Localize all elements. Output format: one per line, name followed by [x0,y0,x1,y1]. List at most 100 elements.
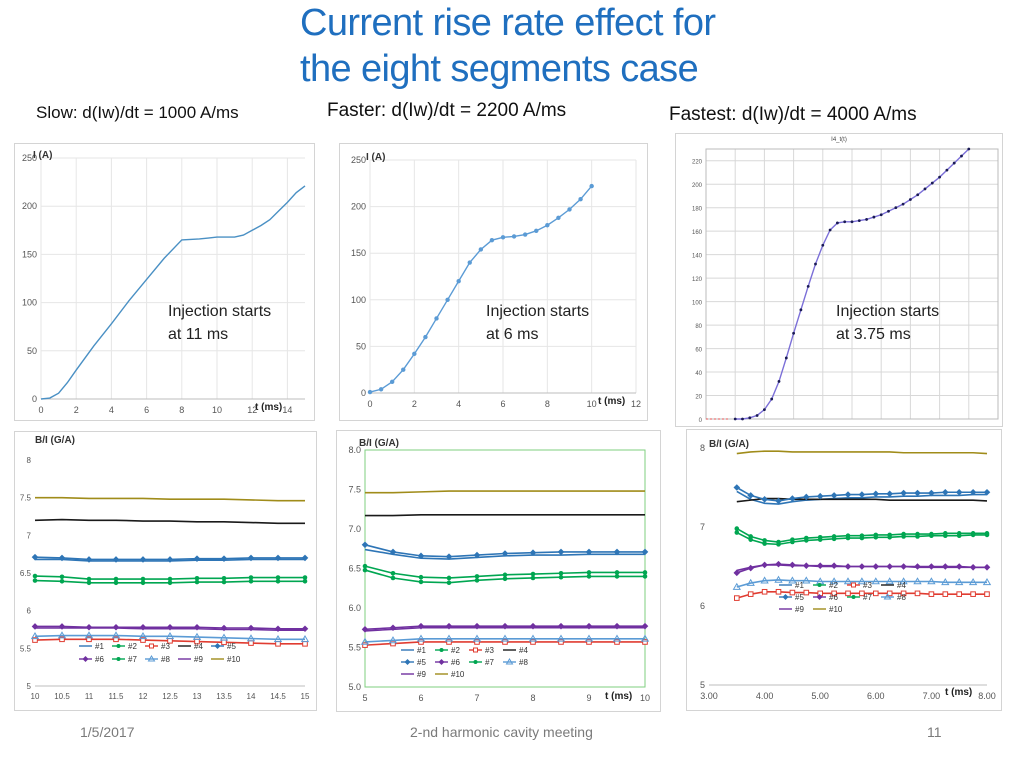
legend: #1 #2 #3 #4 #5 #6 #7 #8 #9 #10 [79,642,241,664]
y-tick-label: 150 [351,248,366,258]
legend-marker [473,660,478,664]
data-point [473,551,481,559]
data-point [967,147,971,151]
y-tick-label: 7 [700,522,705,532]
series-line [364,638,645,643]
x-tick-label: 6 [418,693,423,703]
data-point [942,488,949,496]
data-point [273,635,283,643]
data-point [57,631,67,639]
legend-item: #6 [79,655,104,664]
data-point [761,588,768,595]
data-point [138,631,148,640]
legend-label: #5 [417,658,426,667]
legend: #1 #2 #3 #4 #5 #6 #7 #8 #9 #10 [779,581,906,614]
legend-marker [851,595,856,599]
data-point [446,575,452,581]
data-point [58,623,66,630]
data-point [858,491,866,498]
y-tick-label: 180 [692,207,703,213]
tick-labels: 5.0 5.5 6.0 6.5 7.0 7.5 8.0 5 6 7 8 9 10 [348,445,650,703]
data-point [362,567,368,573]
data-point [784,356,788,360]
grid [369,159,637,394]
legend-item: #4 [503,646,528,655]
annotation-line: Injection starts [836,303,939,320]
data-point [748,534,753,539]
y-tick-label: 0 [32,394,37,404]
data-point [748,537,753,542]
data-point [194,575,200,581]
legend-item: #7 [112,655,137,664]
bfield-slow-plot: 5 5.5 6 6.5 7 7.5 8 10 10.5 11 11.5 12 12.5 13 13.5 14 1… [20,435,310,701]
current-faster-plot: 0 50 100 150 200 250 0 2 4 6 8 10 12 I (A) t (ms) Injec… [351,152,641,409]
legend-label: #7 [863,593,872,602]
data-point [467,260,472,265]
data-point [733,417,737,421]
data-point [641,548,649,556]
y-tick-label: 7 [27,531,32,540]
x-tick-label: 2 [74,405,79,415]
data-point [500,634,510,642]
chart-bfield-fastest: 5 6 7 8 3.00 4.00 5.00 6.00 7.00 8.00 B/I (G/A) t (… [686,429,1002,711]
data-point [412,351,417,357]
data-point [640,634,650,642]
data-point [831,534,837,539]
data-point [790,537,795,542]
y-tick-label: 40 [695,371,702,377]
series-n8 [360,634,650,645]
data-point [86,580,92,586]
data-point [843,577,853,585]
data-point [942,591,949,597]
data-point [879,213,883,217]
data-point [614,574,620,579]
x-axis-label: t (ms) [605,691,632,702]
series-line [365,490,645,494]
x-tick-label: 4 [456,399,461,409]
data-point [500,235,506,240]
data-point [916,193,920,197]
data-point [968,578,978,586]
annotation-line: Injection starts [168,303,271,320]
data-point [804,535,809,541]
y-tick-label: 50 [356,341,366,351]
legend-label: #10 [451,670,465,679]
data-point [929,531,934,537]
data-point [444,634,454,642]
data-point [219,633,229,641]
series-n7 [734,526,990,545]
data-point [474,578,480,583]
data-point [776,539,781,545]
series-n4 [365,513,645,517]
data-point [857,577,867,585]
series-line [34,518,305,525]
data-point [378,387,384,392]
data-point [746,578,755,586]
data-point [166,623,174,631]
data-point [529,549,537,556]
data-point [367,389,373,395]
data-point [390,640,396,647]
legend-item: #6 [813,593,838,602]
data-point [30,631,40,640]
legend-marker [817,583,822,587]
data-point [845,590,851,597]
data-point [302,641,308,647]
plot-frame [364,449,646,688]
data-point [528,634,538,642]
legend-marker [438,659,445,665]
data-point [928,489,935,497]
y-tick-label: 100 [692,301,703,307]
annotation: Injection starts at 11 ms [168,303,271,343]
data-point [511,234,517,239]
x-tick-label: 13.5 [216,692,232,701]
subtitle-fastest: Fastest: d(Iw)/dt = 4000 A/ms [669,104,917,125]
data-point [899,577,908,585]
data-point [502,572,508,578]
x-tick-label: 10 [31,692,40,701]
x-axis-label: t (ms) [255,402,282,413]
data-point [859,590,865,597]
data-point [956,531,962,536]
y-tick-label: 6.5 [20,569,32,578]
legend-label: #1 [417,646,426,655]
